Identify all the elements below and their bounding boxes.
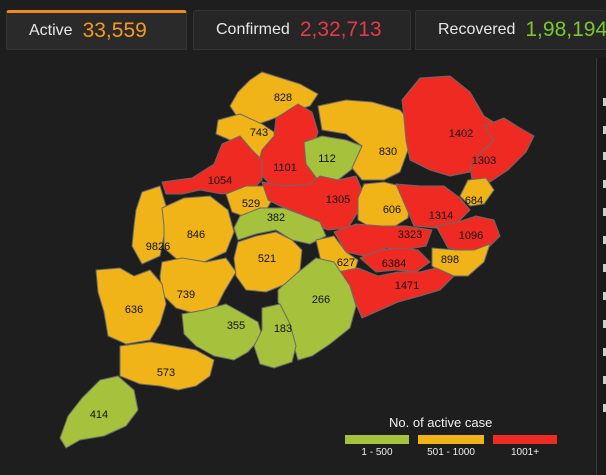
district-value-label: 830 bbox=[379, 146, 397, 158]
district-value-label: 1096 bbox=[459, 230, 483, 242]
district-value-label: 1303 bbox=[472, 155, 496, 167]
district-list-panel[interactable] bbox=[596, 58, 606, 475]
district-value-label: 606 bbox=[383, 204, 401, 216]
legend-swatch-low bbox=[345, 435, 409, 444]
legend-swatch-high bbox=[493, 435, 557, 444]
tab-confirmed-label: Confirmed bbox=[216, 21, 290, 38]
district-value-label: 9826 bbox=[146, 241, 170, 253]
district-region[interactable] bbox=[359, 247, 431, 273]
legend-label-low: 1 - 500 bbox=[361, 447, 393, 458]
district-value-label: 112 bbox=[318, 153, 336, 165]
district-value-label: 828 bbox=[274, 92, 292, 104]
district-value-label: 355 bbox=[227, 320, 245, 332]
district-region[interactable] bbox=[435, 215, 501, 253]
district-value-label: 1054 bbox=[208, 175, 232, 187]
district-value-label: 1101 bbox=[273, 162, 297, 174]
district-value-label: 183 bbox=[274, 323, 292, 335]
district-value-label: 414 bbox=[90, 409, 108, 421]
legend-label-mid: 501 - 1000 bbox=[427, 447, 475, 458]
district-value-label: 636 bbox=[125, 304, 143, 316]
district-region[interactable] bbox=[161, 195, 235, 263]
district-value-label: 3323 bbox=[398, 229, 422, 241]
legend-label-high: 1001+ bbox=[510, 447, 540, 458]
district-value-label: 898 bbox=[441, 254, 459, 266]
district-value-label: 529 bbox=[242, 198, 260, 210]
stat-tabs: Active 33,559 Confirmed 2,32,713 Recover… bbox=[0, 0, 606, 58]
district-value-label: 627 bbox=[337, 257, 355, 269]
district-region[interactable] bbox=[119, 341, 215, 391]
tab-recovered-value: 1,98,194 bbox=[525, 18, 606, 41]
district-region[interactable] bbox=[333, 223, 433, 257]
district-value-label: 573 bbox=[157, 367, 175, 379]
district-region[interactable] bbox=[161, 135, 263, 195]
district-region[interactable] bbox=[459, 177, 495, 207]
district-region[interactable] bbox=[337, 267, 455, 319]
district-value-label: 382 bbox=[267, 212, 285, 224]
district-value-label: 1314 bbox=[429, 210, 453, 222]
tab-confirmed-value: 2,32,713 bbox=[299, 18, 382, 41]
district-value-label: 743 bbox=[250, 127, 268, 139]
district-value-label: 521 bbox=[258, 253, 276, 265]
district-region[interactable] bbox=[59, 375, 139, 449]
district-value-label: 1305 bbox=[326, 194, 350, 206]
tab-active[interactable]: Active 33,559 bbox=[6, 10, 187, 50]
state-map: 828 743 1101 112 830 1402 1303 1054 529 … bbox=[59, 71, 535, 449]
tab-recovered-label: Recovered bbox=[438, 21, 516, 38]
district-region[interactable] bbox=[395, 183, 471, 229]
district-value-label: 266 bbox=[312, 294, 330, 306]
district-region[interactable] bbox=[95, 267, 167, 345]
district-region[interactable] bbox=[469, 117, 535, 183]
district-region[interactable] bbox=[357, 181, 411, 229]
district-value-label: 684 bbox=[465, 195, 483, 207]
district-value-label: 846 bbox=[187, 229, 205, 241]
district-region[interactable] bbox=[233, 207, 327, 245]
tab-confirmed[interactable]: Confirmed 2,32,713 bbox=[193, 10, 411, 50]
district-value-label: 1471 bbox=[395, 280, 419, 292]
legend-title: No. of active case bbox=[389, 415, 493, 430]
district-value-label: 1402 bbox=[449, 128, 473, 140]
district-value-label: 6384 bbox=[382, 258, 406, 270]
legend-swatch-mid bbox=[418, 435, 484, 444]
district-value-label: 739 bbox=[177, 289, 195, 301]
district-region[interactable] bbox=[317, 99, 413, 181]
tab-active-value: 33,559 bbox=[82, 19, 147, 42]
tab-recovered[interactable]: Recovered 1,98,194 bbox=[415, 10, 606, 50]
district-region[interactable] bbox=[131, 185, 167, 265]
district-region[interactable] bbox=[253, 303, 297, 369]
tab-active-label: Active bbox=[29, 22, 73, 39]
